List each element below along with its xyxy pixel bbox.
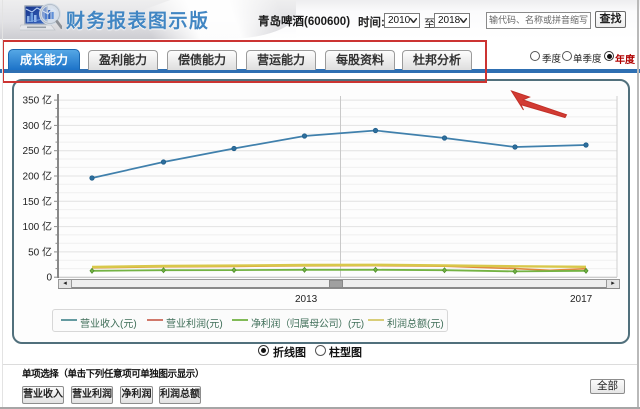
svg-text:0: 0 [46, 273, 52, 284]
svg-text:50 亿: 50 亿 [28, 245, 52, 258]
svg-text:350 亿: 350 亿 [23, 94, 52, 107]
svg-text:150 亿: 150 亿 [23, 195, 52, 208]
svg-text:100 亿: 100 亿 [23, 220, 52, 233]
svg-text:200 亿: 200 亿 [23, 170, 52, 183]
svg-text:250 亿: 250 亿 [23, 144, 52, 157]
svg-text:300 亿: 300 亿 [23, 119, 52, 132]
